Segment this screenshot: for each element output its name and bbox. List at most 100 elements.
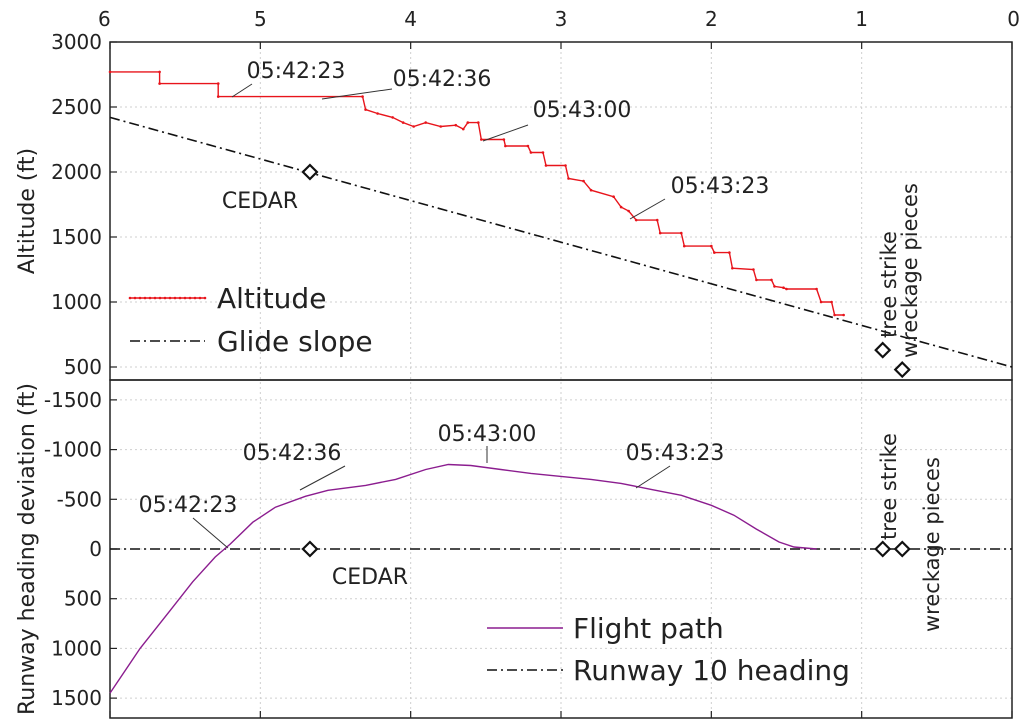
altitude-sample-point <box>655 218 659 222</box>
y-tick-label-bottom: 0 <box>89 537 102 561</box>
legend-altitude-dot <box>153 296 157 300</box>
legend-altitude-dot <box>163 296 167 300</box>
tree-strike-label-top: tree strike <box>877 231 901 338</box>
annotation-leader-bottom <box>299 465 346 491</box>
time-annotation-bottom: 05:42:23 <box>139 493 238 518</box>
x-tick-label: 1 <box>855 7 868 31</box>
time-annotation-bottom: 05:43:23 <box>626 441 725 466</box>
legend-altitude-dot <box>143 296 147 300</box>
altitude-sample-point <box>216 82 220 85</box>
y-tick-label-top: 2500 <box>51 95 102 119</box>
legend-flight-path-label: Flight path <box>573 612 724 645</box>
annotation-leader-bottom <box>635 465 671 489</box>
legend-altitude-dot <box>158 296 162 300</box>
altitude-sample-point <box>364 108 367 111</box>
altitude-sample-point <box>619 205 623 209</box>
y-tick-label-top: 2000 <box>51 160 102 184</box>
altitude-sample-point <box>158 82 161 85</box>
time-annotation-top: 05:42:23 <box>247 59 346 84</box>
altitude-sample-point <box>770 278 773 282</box>
y-axis-title-top: Altitude (ft) <box>15 148 40 274</box>
y-tick-label-bottom: 1500 <box>51 686 102 710</box>
marker-tree-strike <box>874 341 892 359</box>
annotation-leader-top <box>231 83 253 98</box>
altitude-sample-point <box>376 112 379 115</box>
annotation-leader-top <box>321 88 393 100</box>
wreckage-label-top: wreckage pieces <box>898 183 922 358</box>
altitude-sample-point <box>424 121 428 124</box>
legend-altitude-dot <box>188 296 192 300</box>
legend-altitude-dot <box>183 296 187 300</box>
altitude-sample-point <box>564 164 567 167</box>
altitude-sample-point <box>412 125 415 128</box>
altitude-sample-point <box>819 300 823 304</box>
legend-altitude-dot <box>193 296 197 300</box>
annotation-leader-top <box>629 198 666 220</box>
altitude-sample-point <box>731 266 734 270</box>
y-tick-label-top: 3000 <box>51 30 102 54</box>
altitude-sample-point <box>679 231 683 235</box>
altitude-sample-point <box>502 138 506 141</box>
x-tick-label: 0 <box>1007 7 1020 31</box>
legend-altitude-dot <box>133 296 137 300</box>
altitude-sample-point <box>815 287 818 291</box>
altitude-sample-point <box>158 70 161 74</box>
altitude-sample-point <box>773 285 776 288</box>
y-tick-label-bottom: -500 <box>57 487 102 511</box>
cedar-label-top: CEDAR <box>222 189 298 214</box>
legend-altitude-dot <box>198 296 202 300</box>
altitude-sample-point <box>454 123 458 127</box>
altitude-sample-point <box>529 151 533 154</box>
altitude-sample-point <box>480 138 483 141</box>
altitude-sample-point <box>541 151 545 154</box>
x-tick-label: 3 <box>555 7 568 31</box>
legend-altitude-label: Altitude <box>217 282 326 315</box>
altitude-sample-point <box>567 177 570 180</box>
legend-altitude-dot <box>168 296 172 300</box>
altitude-sample-point <box>361 95 364 98</box>
marker-wreckage-pieces <box>893 361 911 379</box>
altitude-sample-point <box>401 121 405 124</box>
altitude-sample-point <box>391 116 394 119</box>
legend-altitude-dot <box>128 296 132 300</box>
altitude-sample-point <box>544 164 548 167</box>
legend-altitude-dot <box>178 296 182 300</box>
y-tick-label-bottom: -1500 <box>44 388 102 412</box>
altitude-sample-point <box>658 231 662 235</box>
altitude-sample-point <box>785 287 788 291</box>
altitude-sample-point <box>216 95 220 98</box>
y-tick-label-bottom: 1000 <box>51 636 102 660</box>
legend-glide-slope-label: Glide slope <box>217 325 373 358</box>
altitude-sample-point <box>582 179 585 183</box>
marker-wreckage-pieces-bottom <box>893 540 911 558</box>
altitude-sample-point <box>589 188 593 192</box>
altitude-sample-point <box>612 195 615 198</box>
altitude-sample-point <box>842 313 845 317</box>
altitude-sample-point <box>461 127 465 131</box>
altitude-sample-point <box>710 244 713 248</box>
legend-altitude-dot <box>138 296 142 300</box>
annotation-leader-bottom <box>192 517 229 549</box>
wreckage-label-bottom: wreckage pieces <box>920 457 944 632</box>
y-tick-label-bottom: 500 <box>64 587 102 611</box>
altitude-sample-point <box>439 125 443 128</box>
altitude-sample-point <box>830 300 833 304</box>
time-annotation-bottom: 05:42:36 <box>243 441 342 466</box>
x-tick-label: 4 <box>404 7 417 31</box>
x-tick-label: 2 <box>705 7 718 31</box>
glide-slope-line <box>109 116 1013 368</box>
altitude-sample-point <box>713 251 716 254</box>
altitude-sample-point <box>108 70 112 74</box>
legend-runway-heading-label: Runway 10 heading <box>573 654 850 687</box>
marker-cedar-bottom <box>301 540 319 558</box>
altitude-sample-point <box>627 209 630 213</box>
altitude-sample-point <box>728 251 731 254</box>
x-tick-label: 5 <box>254 7 267 31</box>
altitude-sample-point <box>833 313 836 317</box>
altitude-sample-point <box>752 268 755 271</box>
time-annotation-bottom: 05:43:00 <box>438 422 537 447</box>
legend-altitude-dot <box>203 296 207 300</box>
annotation-leader-top <box>482 124 529 142</box>
x-tick-label: 6 <box>98 7 111 31</box>
